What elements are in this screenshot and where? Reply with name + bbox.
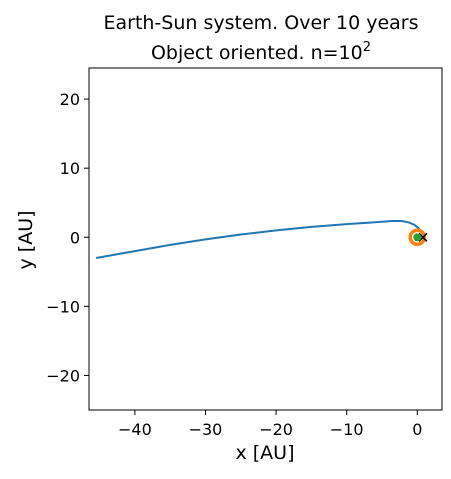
x-tick-label: −40 — [118, 420, 152, 439]
y-axis-label: y [AU] — [15, 210, 37, 269]
chart-title-line2-exponent: 2 — [363, 40, 371, 55]
y-tick-label: 20 — [60, 90, 80, 109]
x-tick-label: 0 — [412, 420, 422, 439]
y-axis: −20 −10 0 10 20 — [46, 90, 89, 385]
y-tick-label: −20 — [46, 366, 80, 385]
chart-title-line2-base: Object oriented. n=10 — [151, 42, 363, 64]
x-tick-label: −10 — [330, 420, 364, 439]
orbit-ring — [408, 228, 427, 247]
y-tick-label: 0 — [70, 228, 80, 247]
series-line-1 — [95, 220, 424, 259]
y-tick-label: 10 — [60, 159, 80, 178]
earth-marker — [413, 233, 422, 242]
x-tick-label: −30 — [189, 420, 223, 439]
y-tick-label: −10 — [46, 297, 80, 316]
plot-area — [95, 220, 428, 259]
x-axis: −40 −30 −20 −10 0 — [118, 410, 422, 439]
chart-title-line2: Object oriented. n=102 — [151, 40, 371, 64]
axes-frame — [88, 67, 443, 411]
x-axis-label: x [AU] — [235, 442, 294, 464]
x-tick-label: −20 — [259, 420, 293, 439]
chart-title-line1: Earth-Sun system. Over 10 years — [103, 12, 418, 34]
